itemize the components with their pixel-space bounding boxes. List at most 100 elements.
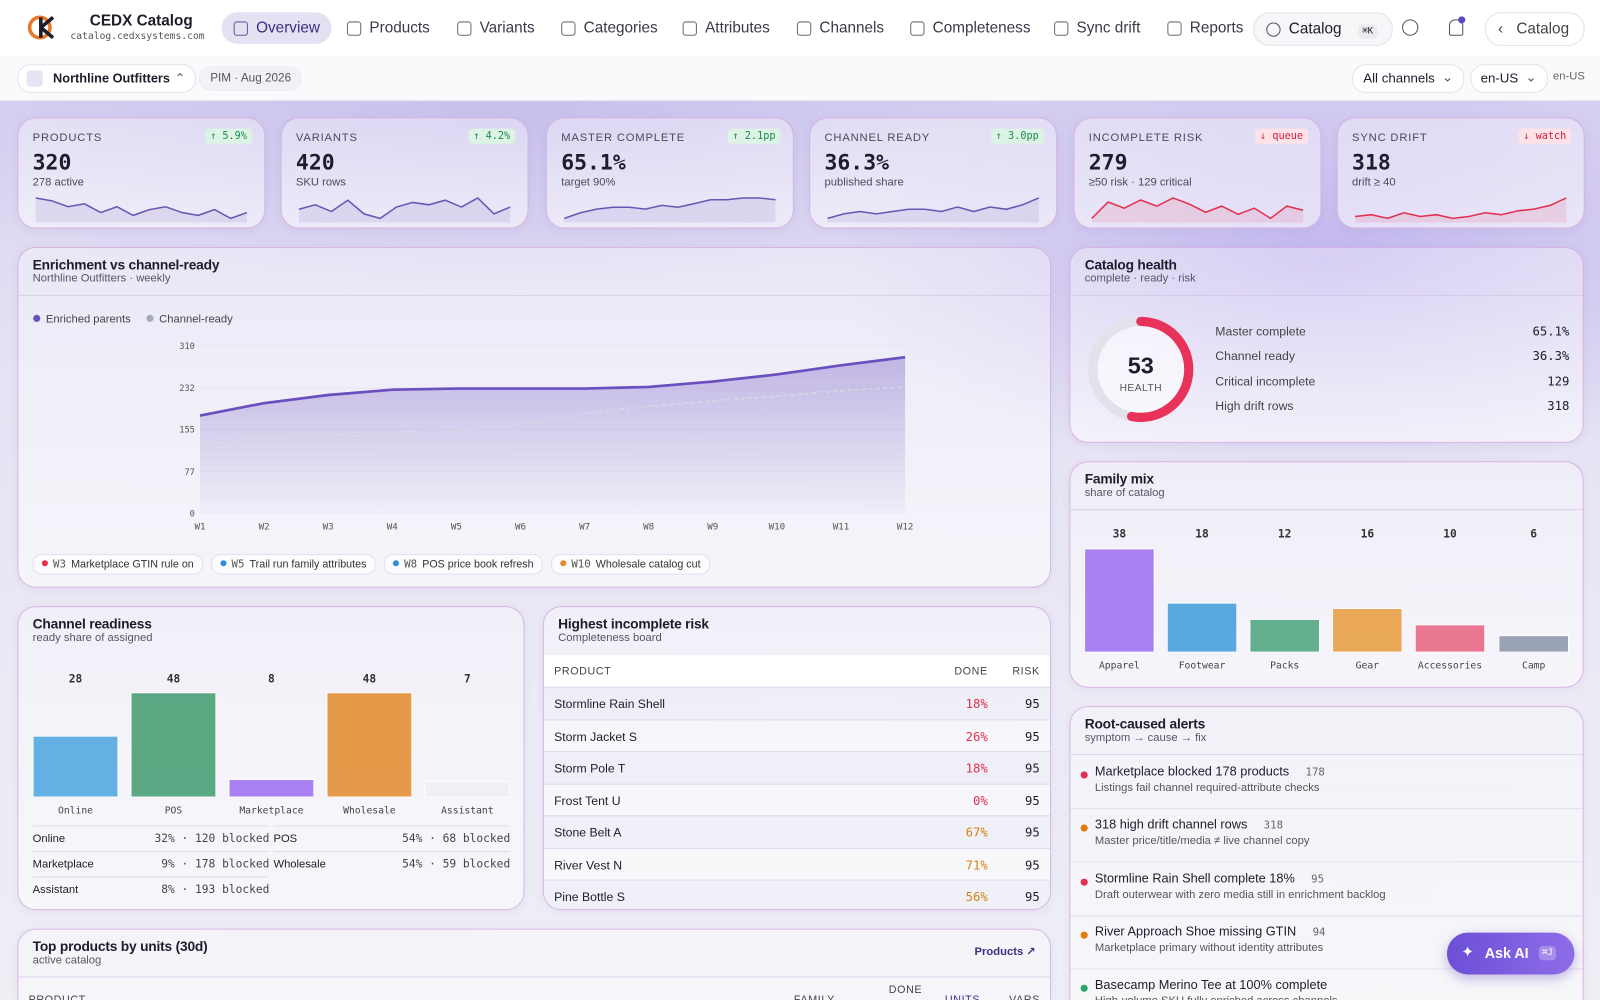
product-name: Frost Tent U (554, 793, 621, 808)
alert-title-line: Marketplace blocked 178 products 178 (1095, 764, 1325, 778)
table-row: Storm Pole T 18% 95 (543, 751, 1050, 785)
bar-category-label: Footwear (1179, 660, 1226, 671)
bar-category-label: Apparel (1099, 660, 1140, 671)
alert-detail: Listings fail channel required-attribute… (1094, 781, 1320, 794)
readiness-stat: 32% · 120 blocked (154, 831, 270, 845)
nav-item[interactable]: Completeness (898, 12, 1042, 44)
bar-value-label: 28 (69, 673, 83, 686)
sparkline (298, 197, 511, 223)
alert-dot (1080, 771, 1088, 779)
bar-value-label: 18 (1195, 528, 1209, 541)
nav-item[interactable]: Products (335, 12, 441, 44)
bar-value-label: 12 (1278, 528, 1292, 541)
nav-icon (796, 21, 812, 36)
products-link[interactable]: Products ↗ (974, 945, 1036, 959)
risk-value: 95 (1025, 729, 1040, 744)
help-button[interactable] (1402, 19, 1419, 36)
alert-count: 94 (1312, 926, 1326, 939)
column-header[interactable]: VARS (1009, 993, 1041, 1000)
risk-value: 95 (1025, 857, 1040, 872)
channel-select[interactable]: All channels ⌄ (1352, 64, 1465, 93)
bar-value-label: 10 (1443, 528, 1457, 541)
bar-value-label: 7 (464, 673, 471, 686)
kpi-delta: ↑ 4.2% (468, 128, 516, 144)
column-header[interactable]: FAMILY (793, 993, 835, 1000)
ask-ai-button[interactable]: ✦ Ask AI ⌘J (1446, 932, 1575, 975)
alert-title: Marketplace blocked 178 products (1094, 764, 1290, 779)
risk-value: 95 (1025, 696, 1040, 712)
alert-title: River Approach Shoe missing GTIN (1094, 924, 1297, 939)
alert-item[interactable]: Marketplace blocked 178 products 178 Listi… (1070, 755, 1583, 810)
panel-title: Highest incomplete risk (558, 616, 709, 632)
sparkline-line (564, 197, 776, 220)
nav-item[interactable]: Variants (445, 12, 546, 44)
readiness-channel: Assistant (32, 883, 79, 896)
divider (1070, 754, 1583, 756)
table-row: Pine Bottle S 56% 95 (543, 879, 1050, 910)
enrichment-panel: Enrichment vs channel-ready Northline Out… (17, 246, 1052, 588)
kpi-note: published share (824, 176, 904, 189)
alert-count: 318 (1263, 819, 1284, 832)
column-header[interactable]: UNITS (945, 994, 980, 1000)
sub-bar: Northline Outfitters ⌃ PIM · Aug 2026 Al… (0, 56, 1600, 102)
alert-item[interactable]: Stormline Rain Shell complete 18% 95 Draft… (1070, 862, 1583, 916)
nav-icon (346, 21, 362, 36)
kpi-card: SYNC DRIFT 318 drift ≥ 40 ↓ watch (1336, 117, 1585, 229)
nav-icon (561, 21, 576, 36)
search-shortcut: ⌘K (1358, 24, 1378, 39)
bar (1414, 624, 1486, 653)
nav-item[interactable]: Attributes (670, 12, 781, 44)
readiness-stat: 54% · 68 blocked (402, 831, 511, 845)
alert-title-line: 318 high drift channel rows 318 (1095, 818, 1283, 832)
back-button[interactable]: ‹ Catalog (1484, 12, 1585, 46)
notifications-button[interactable] (1448, 19, 1464, 36)
nav-label: Overview (256, 19, 320, 37)
nav-item[interactable]: Sync drift (1042, 12, 1152, 44)
search[interactable]: Catalog ⌘K (1253, 12, 1393, 46)
column-header: DONE (954, 665, 988, 678)
locale-select[interactable]: en-US ⌄ (1470, 64, 1548, 93)
back-chevron: ‹ (1497, 20, 1504, 38)
kpi-card: CHANNEL READY 36.3% published share ↑ 3.0pp (809, 117, 1058, 229)
nav-item[interactable]: Categories (549, 12, 669, 44)
x-tick-label: W11 (833, 522, 850, 533)
kpi-card: MASTER COMPLETE 65.1% target 90% ↑ 2.1pp (545, 117, 794, 229)
alert-item[interactable]: Basecamp Merino Tee at 100% complete High… (1070, 969, 1582, 1000)
nav-label: Completeness (932, 19, 1031, 37)
alert-count: 178 (1305, 766, 1325, 779)
workspace-select[interactable]: Northline Outfitters ⌃ (17, 64, 196, 93)
sparkline (1355, 197, 1567, 223)
bar (1166, 602, 1238, 653)
channel-select-text: All channels (1363, 70, 1435, 86)
x-tick-label: W9 (707, 522, 718, 533)
panel-title: Enrichment vs channel-ready (32, 257, 220, 273)
nav-item[interactable]: Reports (1155, 12, 1255, 44)
annotation-dot (220, 560, 227, 567)
catalog-health-panel: Catalog health complete · ready · risk 53 H… (1069, 246, 1584, 443)
sparkline-line (35, 197, 248, 220)
notification-dot (1458, 16, 1466, 24)
column-header[interactable]: DONE (888, 983, 923, 996)
x-tick-label: W10 (769, 522, 786, 533)
nav-item[interactable]: Channels (785, 12, 896, 44)
bar (228, 779, 315, 798)
column-header[interactable]: PRODUCT (28, 993, 86, 1000)
readiness-row: POS 54% · 68 blocked (273, 825, 511, 852)
annotation-text: POS price book refresh (422, 558, 534, 571)
y-tick-label: 232 (179, 384, 195, 394)
alert-item[interactable]: 318 high drift channel rows 318 Master pri… (1070, 808, 1583, 863)
alert-item[interactable]: River Approach Shoe missing GTIN 94 Market… (1070, 915, 1583, 970)
bar-category-label: Marketplace (239, 805, 303, 816)
kpi-label: INCOMPLETE RISK (1088, 131, 1204, 144)
panel-title: Catalog health (1084, 257, 1177, 273)
alert-dot (1080, 984, 1088, 993)
health-score: 53 (1128, 352, 1154, 378)
kpi-delta: ↑ 5.9% (204, 128, 253, 144)
kpi-card: INCOMPLETE RISK 279 ≥50 risk · 129 critica… (1073, 117, 1322, 229)
panel-title: Channel readiness (32, 616, 152, 632)
nav-label: Products (369, 19, 430, 37)
risk-value: 95 (1025, 761, 1040, 776)
bar (424, 781, 511, 798)
bar (1249, 619, 1320, 653)
nav-item[interactable]: Overview (221, 12, 332, 44)
